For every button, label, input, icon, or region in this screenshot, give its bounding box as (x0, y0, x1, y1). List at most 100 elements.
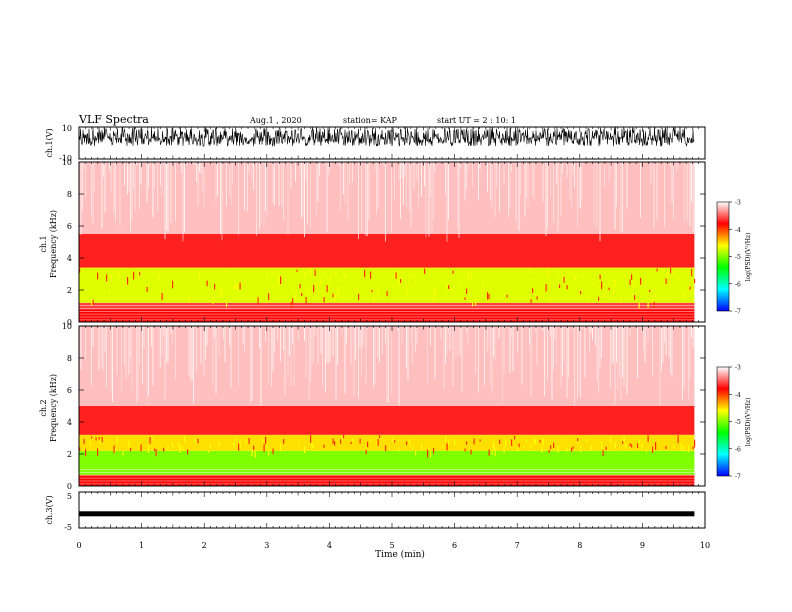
ch2-spectrogram-speckle (614, 442, 616, 449)
ch1-spectrogram-speckle (148, 162, 149, 188)
ch1-spectrogram-speckle (263, 162, 265, 227)
ch2-spectrogram-speckle (452, 326, 454, 387)
ch1-spectrogram-speckle (170, 162, 172, 224)
ch1-spectrogram-speckle (542, 162, 544, 202)
ch2-spectrogram-speckle (250, 326, 251, 404)
ch1-spectrogram-speckle (187, 162, 188, 166)
ch1-spectrogram-speckle (313, 284, 315, 293)
ch1-colorbar: log(PSD)(V²/Hz) -3 -4 -5 -6 -7 (716, 200, 752, 316)
ch1-spectrogram-speckle (212, 297, 214, 305)
ch1-spectrogram-speckle (299, 283, 301, 289)
ch2-spectrogram-speckle (283, 326, 284, 351)
ch2-spectrogram-speckle (580, 445, 582, 453)
ch1-spectrogram-speckle (214, 283, 216, 290)
ch2-spectrogram-speckle (161, 326, 163, 358)
ch1-spectrogram-speckle (281, 295, 283, 299)
ch1-spectrogram-speckle (127, 162, 128, 195)
ch1-spectrogram-speckle (509, 162, 511, 207)
ch1-spectrogram-speckle (581, 162, 583, 202)
ch1-spectrogram-speckle (298, 162, 299, 167)
ch1-spectrogram-speckle (296, 269, 298, 272)
ch2-spectrogram-speckle (190, 326, 191, 383)
ch1-spectrogram-speckle (164, 162, 166, 240)
ch2-spectrogram-speckle (92, 326, 94, 347)
ch1-spectrogram-speckle (526, 162, 527, 198)
ch2-spectrogram-speckle (101, 436, 103, 443)
ch2-colorbar-tick-label: -6 (735, 446, 741, 453)
ch2-spectrogram-speckle (235, 438, 237, 441)
ch1-spectrogram-speckle (332, 293, 334, 298)
ch2-spectrogram-speckle (83, 438, 85, 445)
ch1-spectrogram-speckle (247, 162, 248, 212)
ch2-spectrogram-speckle (140, 444, 142, 452)
ch1-spectrogram-speckle (571, 162, 572, 209)
ch1-spectrogram-speckle (622, 162, 623, 232)
ch1-spectrogram-speckle (577, 162, 578, 227)
ch1-spectrogram-speckle (196, 162, 197, 182)
ch2-spectrogram-speckle (623, 436, 625, 443)
ch1-spectrogram-speckle (287, 162, 289, 235)
ch1-spectrogram-speckle (323, 297, 325, 303)
ch2-spectrogram-speckle (352, 438, 354, 442)
ch2-spectrogram-speckle (689, 326, 691, 380)
ch2-spectrogram-speckle (346, 326, 347, 344)
ch2-spectrogram-speckle (248, 438, 250, 444)
ch1-spectrogram-speckle (304, 162, 305, 238)
ch1-spectrogram-speckle (631, 274, 633, 280)
ch1-spectrogram-speckle (133, 162, 134, 189)
ch2-spectrogram-speckle (335, 326, 337, 399)
ch3-ytick-top: 5 (67, 492, 72, 501)
ch2-spectrogram-speckle (290, 326, 292, 386)
ch2-spectrogram-speckle (140, 326, 142, 331)
ch2-spectrogram-speckle (355, 326, 356, 360)
ch1-spectrogram-speckle (373, 294, 375, 302)
ch2-spectrogram-speckle (590, 326, 592, 333)
ch1-spectrogram-speckle (154, 162, 155, 189)
ch1-spectrogram-speckle (265, 162, 266, 211)
ch1-spectrogram-panel: 0 2 4 6 8 10 ch.1 Frequency (kHz) (39, 158, 706, 327)
ch1-spectrogram-speckle (82, 162, 83, 212)
ch2-spectrogram-speckle (638, 439, 640, 447)
ch2-spectrogram-speckle (692, 446, 694, 450)
ch1-spectrogram-speckle (688, 285, 690, 289)
ch1-spectrogram-speckle (575, 274, 577, 279)
ch1-spectrogram-speckle (124, 162, 125, 186)
ch1-spectrogram-speckle (640, 277, 642, 285)
ch1-spectrogram-speckle (347, 162, 349, 221)
ch2-spectrogram-speckle (341, 435, 343, 441)
ch1-spectrogram-speckle (295, 162, 296, 182)
ch1-spectrogram-speckle (650, 162, 652, 183)
ch2-colorbar-label: log(PSD)(V²/Hz) (745, 398, 752, 447)
ch1-spectrogram-speckle (472, 301, 474, 307)
ch1-spectrogram-speckle (574, 162, 575, 188)
ch1-spectrogram-speckle (344, 162, 346, 205)
ch2-spectrogram-speckle (298, 326, 299, 340)
ch1-spectrogram-speckle (340, 162, 341, 212)
ch1-spectrogram-speckle (626, 162, 628, 209)
ch1-spectrogram-ylabel-channel: ch.1 (39, 235, 48, 252)
ch2-spectrogram-speckle (310, 326, 311, 382)
ch2-spectrogram-speckle (484, 326, 485, 386)
ch2-spectrogram-speckle (512, 326, 514, 371)
ch1-spectrogram-speckle (158, 275, 160, 280)
ch2-colorbar-tick-label: -3 (735, 365, 741, 372)
ch1-spectrogram-speckle (515, 162, 517, 222)
ch1-spectrogram-speckle (139, 162, 140, 210)
ch2-spectrogram-speckle (110, 326, 112, 392)
ch1-spectrogram-speckle (161, 292, 163, 301)
ch1-spectrogram-speckle (220, 288, 222, 294)
ch1-spectrogram-speckle (172, 280, 174, 289)
ch2-spectrogram-speckle (272, 326, 274, 372)
ch1-spectrogram-speckle (352, 162, 353, 182)
ch2-spectrogram-speckle (305, 326, 307, 378)
ch1-spectrogram-speckle (541, 292, 543, 299)
ch2-spectrogram-speckle (530, 445, 532, 449)
ch1-spectrogram-speckle (686, 162, 688, 222)
ch2-spectrogram-speckle (416, 326, 418, 345)
ch2-spectrogram-speckle (548, 450, 550, 453)
ch2-spectrogram-speckle (536, 326, 538, 366)
ch2-spectrogram-speckle (605, 446, 607, 450)
ch1-spectrogram-speckle (317, 162, 319, 202)
ch2-spectrogram-speckle (341, 326, 343, 334)
